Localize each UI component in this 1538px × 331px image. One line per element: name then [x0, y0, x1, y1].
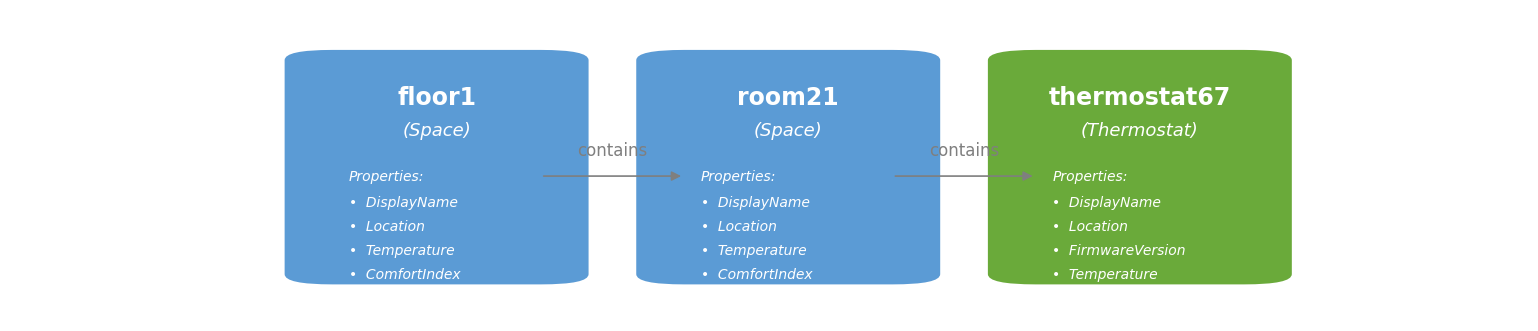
Text: •  ComfortIndex: • ComfortIndex	[349, 268, 460, 282]
Text: (Space): (Space)	[403, 122, 471, 140]
Text: •  ComfortIndex: • ComfortIndex	[1052, 293, 1164, 307]
FancyBboxPatch shape	[285, 50, 589, 284]
Text: •  FirmwareVersion: • FirmwareVersion	[1052, 244, 1186, 258]
Text: room21: room21	[737, 86, 840, 110]
Text: •  DisplayName: • DisplayName	[701, 196, 809, 210]
Text: thermostat67: thermostat67	[1049, 86, 1230, 110]
Text: •  Location: • Location	[1052, 220, 1127, 234]
Text: •  Temperature: • Temperature	[349, 244, 455, 258]
Text: •  Temperature: • Temperature	[701, 244, 806, 258]
Text: •  ComfortIndex: • ComfortIndex	[701, 268, 812, 282]
Text: Properties:: Properties:	[1052, 170, 1127, 184]
Text: •  Temperature: • Temperature	[1052, 268, 1158, 282]
FancyBboxPatch shape	[987, 50, 1292, 284]
Text: (Thermostat): (Thermostat)	[1081, 122, 1198, 140]
Text: Properties:: Properties:	[349, 170, 424, 184]
Text: •  Location: • Location	[701, 220, 777, 234]
Text: contains: contains	[577, 142, 647, 160]
Text: contains: contains	[929, 142, 1000, 160]
FancyBboxPatch shape	[637, 50, 940, 284]
Text: Properties:: Properties:	[701, 170, 777, 184]
Text: (Space): (Space)	[754, 122, 823, 140]
Text: •  DisplayName: • DisplayName	[1052, 196, 1161, 210]
Text: floor1: floor1	[397, 86, 477, 110]
Text: •  DisplayName: • DisplayName	[349, 196, 458, 210]
Text: •  Location: • Location	[349, 220, 424, 234]
